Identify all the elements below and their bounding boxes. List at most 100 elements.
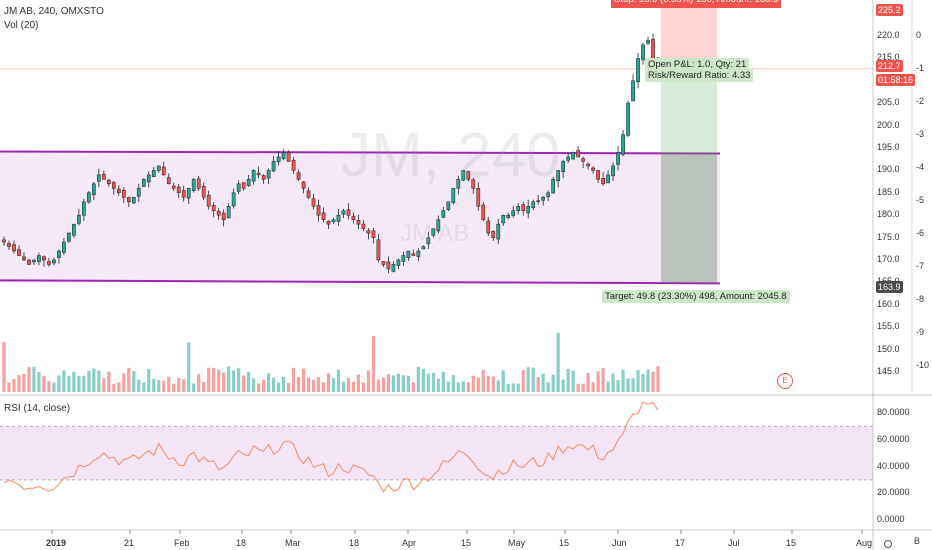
candle-body	[136, 188, 141, 197]
time-tick-label: 18	[349, 538, 360, 548]
candle-body	[32, 259, 36, 263]
time-tick-label: Aug	[856, 538, 873, 548]
volume-bar	[461, 381, 465, 392]
candle-body	[131, 197, 136, 204]
watermark-name: JM AB	[400, 220, 470, 247]
time-tick-label: 15	[559, 538, 570, 548]
volume-bar	[281, 376, 286, 392]
price-tick-label: 170.0	[877, 254, 900, 264]
volume-bar	[531, 367, 535, 392]
candle-body	[641, 44, 645, 61]
candle-body	[596, 170, 600, 180]
volume-bar	[147, 368, 151, 392]
candle-body	[386, 261, 391, 270]
earnings-marker[interactable]: E	[777, 373, 793, 389]
volume-bar	[551, 374, 555, 392]
candle-body	[67, 232, 71, 242]
volume-bar	[646, 369, 650, 392]
volume-bar	[556, 332, 560, 392]
candle-body	[336, 214, 341, 222]
candle-body	[616, 152, 620, 165]
volume-bar	[207, 367, 211, 392]
candle-body	[276, 156, 281, 163]
candle-body	[146, 174, 151, 183]
volume-bar	[376, 379, 381, 392]
candle-body	[536, 200, 541, 203]
candle-body	[306, 190, 311, 198]
volume-bar	[521, 370, 525, 392]
candle-body	[92, 183, 96, 196]
symbol-legend[interactable]: JM AB, 240, OMXSTO	[4, 6, 104, 17]
candle-body	[82, 201, 86, 216]
candle-body	[87, 192, 91, 203]
volume-bar	[456, 382, 460, 392]
time-tick-label: 17	[675, 538, 686, 548]
volume-bar	[62, 370, 66, 392]
volume-bar	[112, 383, 116, 392]
bar-timer-tag: 01:58:16	[876, 74, 916, 86]
volume-bar	[546, 382, 550, 392]
time-tick-label: 15	[461, 538, 472, 548]
price-tick-label: 145.0	[877, 366, 900, 376]
volume-bar	[306, 377, 311, 392]
volume-bar	[401, 375, 405, 392]
candle-body	[531, 201, 536, 208]
candle-body	[121, 189, 126, 198]
volume-bar	[491, 376, 495, 392]
candle-body	[356, 220, 361, 225]
candle-body	[246, 179, 251, 186]
candle-body	[62, 241, 66, 253]
volume-bar	[117, 382, 121, 392]
time-tick-label: 21	[124, 538, 135, 548]
candle-body	[186, 188, 191, 199]
volume-bar	[47, 381, 51, 392]
volume-bar	[67, 375, 71, 392]
candle-body	[491, 230, 496, 238]
candle-body	[116, 188, 121, 194]
volume-bar	[167, 376, 171, 392]
stop-label[interactable]: Stop: 13.5 (6.38%) 135, Amount: 158.5	[611, 0, 782, 8]
candle-body	[501, 214, 506, 224]
volume-bar	[386, 374, 391, 392]
candle-body	[606, 174, 610, 184]
volume-bar	[12, 378, 16, 392]
candle-body	[371, 230, 376, 238]
scale-button[interactable]: B	[913, 536, 920, 546]
right-tick-label: -6	[916, 228, 925, 238]
candle-body	[141, 179, 146, 187]
volume-legend[interactable]: Vol (20)	[4, 20, 39, 31]
candle-body	[506, 214, 511, 218]
volume-bar	[72, 371, 76, 392]
settings-gear-icon[interactable]	[884, 540, 892, 548]
volume-bar	[411, 382, 415, 392]
candle-body	[7, 243, 11, 247]
volume-bar	[601, 368, 605, 392]
candle-body	[426, 237, 431, 245]
volume-bar	[481, 369, 485, 392]
target-label[interactable]: Target: 49.8 (23.30%) 498, Amount: 2045.…	[602, 290, 790, 303]
volume-bar	[336, 369, 341, 392]
risk-reward-label[interactable]: Risk/Reward Ratio: 4.33	[645, 69, 754, 82]
volume-bar	[242, 375, 246, 392]
volume-bar	[621, 369, 625, 392]
candle-body	[161, 166, 166, 176]
stop-price-tag: 225.2	[876, 4, 903, 16]
right-tick-label: -3	[916, 129, 925, 139]
candle-body	[291, 159, 296, 171]
volume-bar	[247, 371, 251, 392]
candle-body	[546, 192, 551, 198]
volume-bar	[301, 368, 306, 392]
rsi-legend[interactable]: RSI (14, close)	[4, 403, 71, 414]
volume-bar	[162, 381, 166, 392]
time-tick-label: 18	[236, 538, 247, 548]
volume-bar	[501, 370, 505, 392]
volume-bar	[641, 373, 645, 392]
candle-body	[556, 170, 561, 182]
candle-body	[456, 179, 461, 189]
price-tick-label: 190.0	[877, 164, 900, 175]
volume-bar	[466, 382, 470, 392]
open-pnl-label[interactable]: Open P&L: 1.0, Qty: 21	[645, 58, 750, 71]
candle-body	[651, 38, 655, 59]
right-tick-label: -8	[916, 294, 925, 304]
